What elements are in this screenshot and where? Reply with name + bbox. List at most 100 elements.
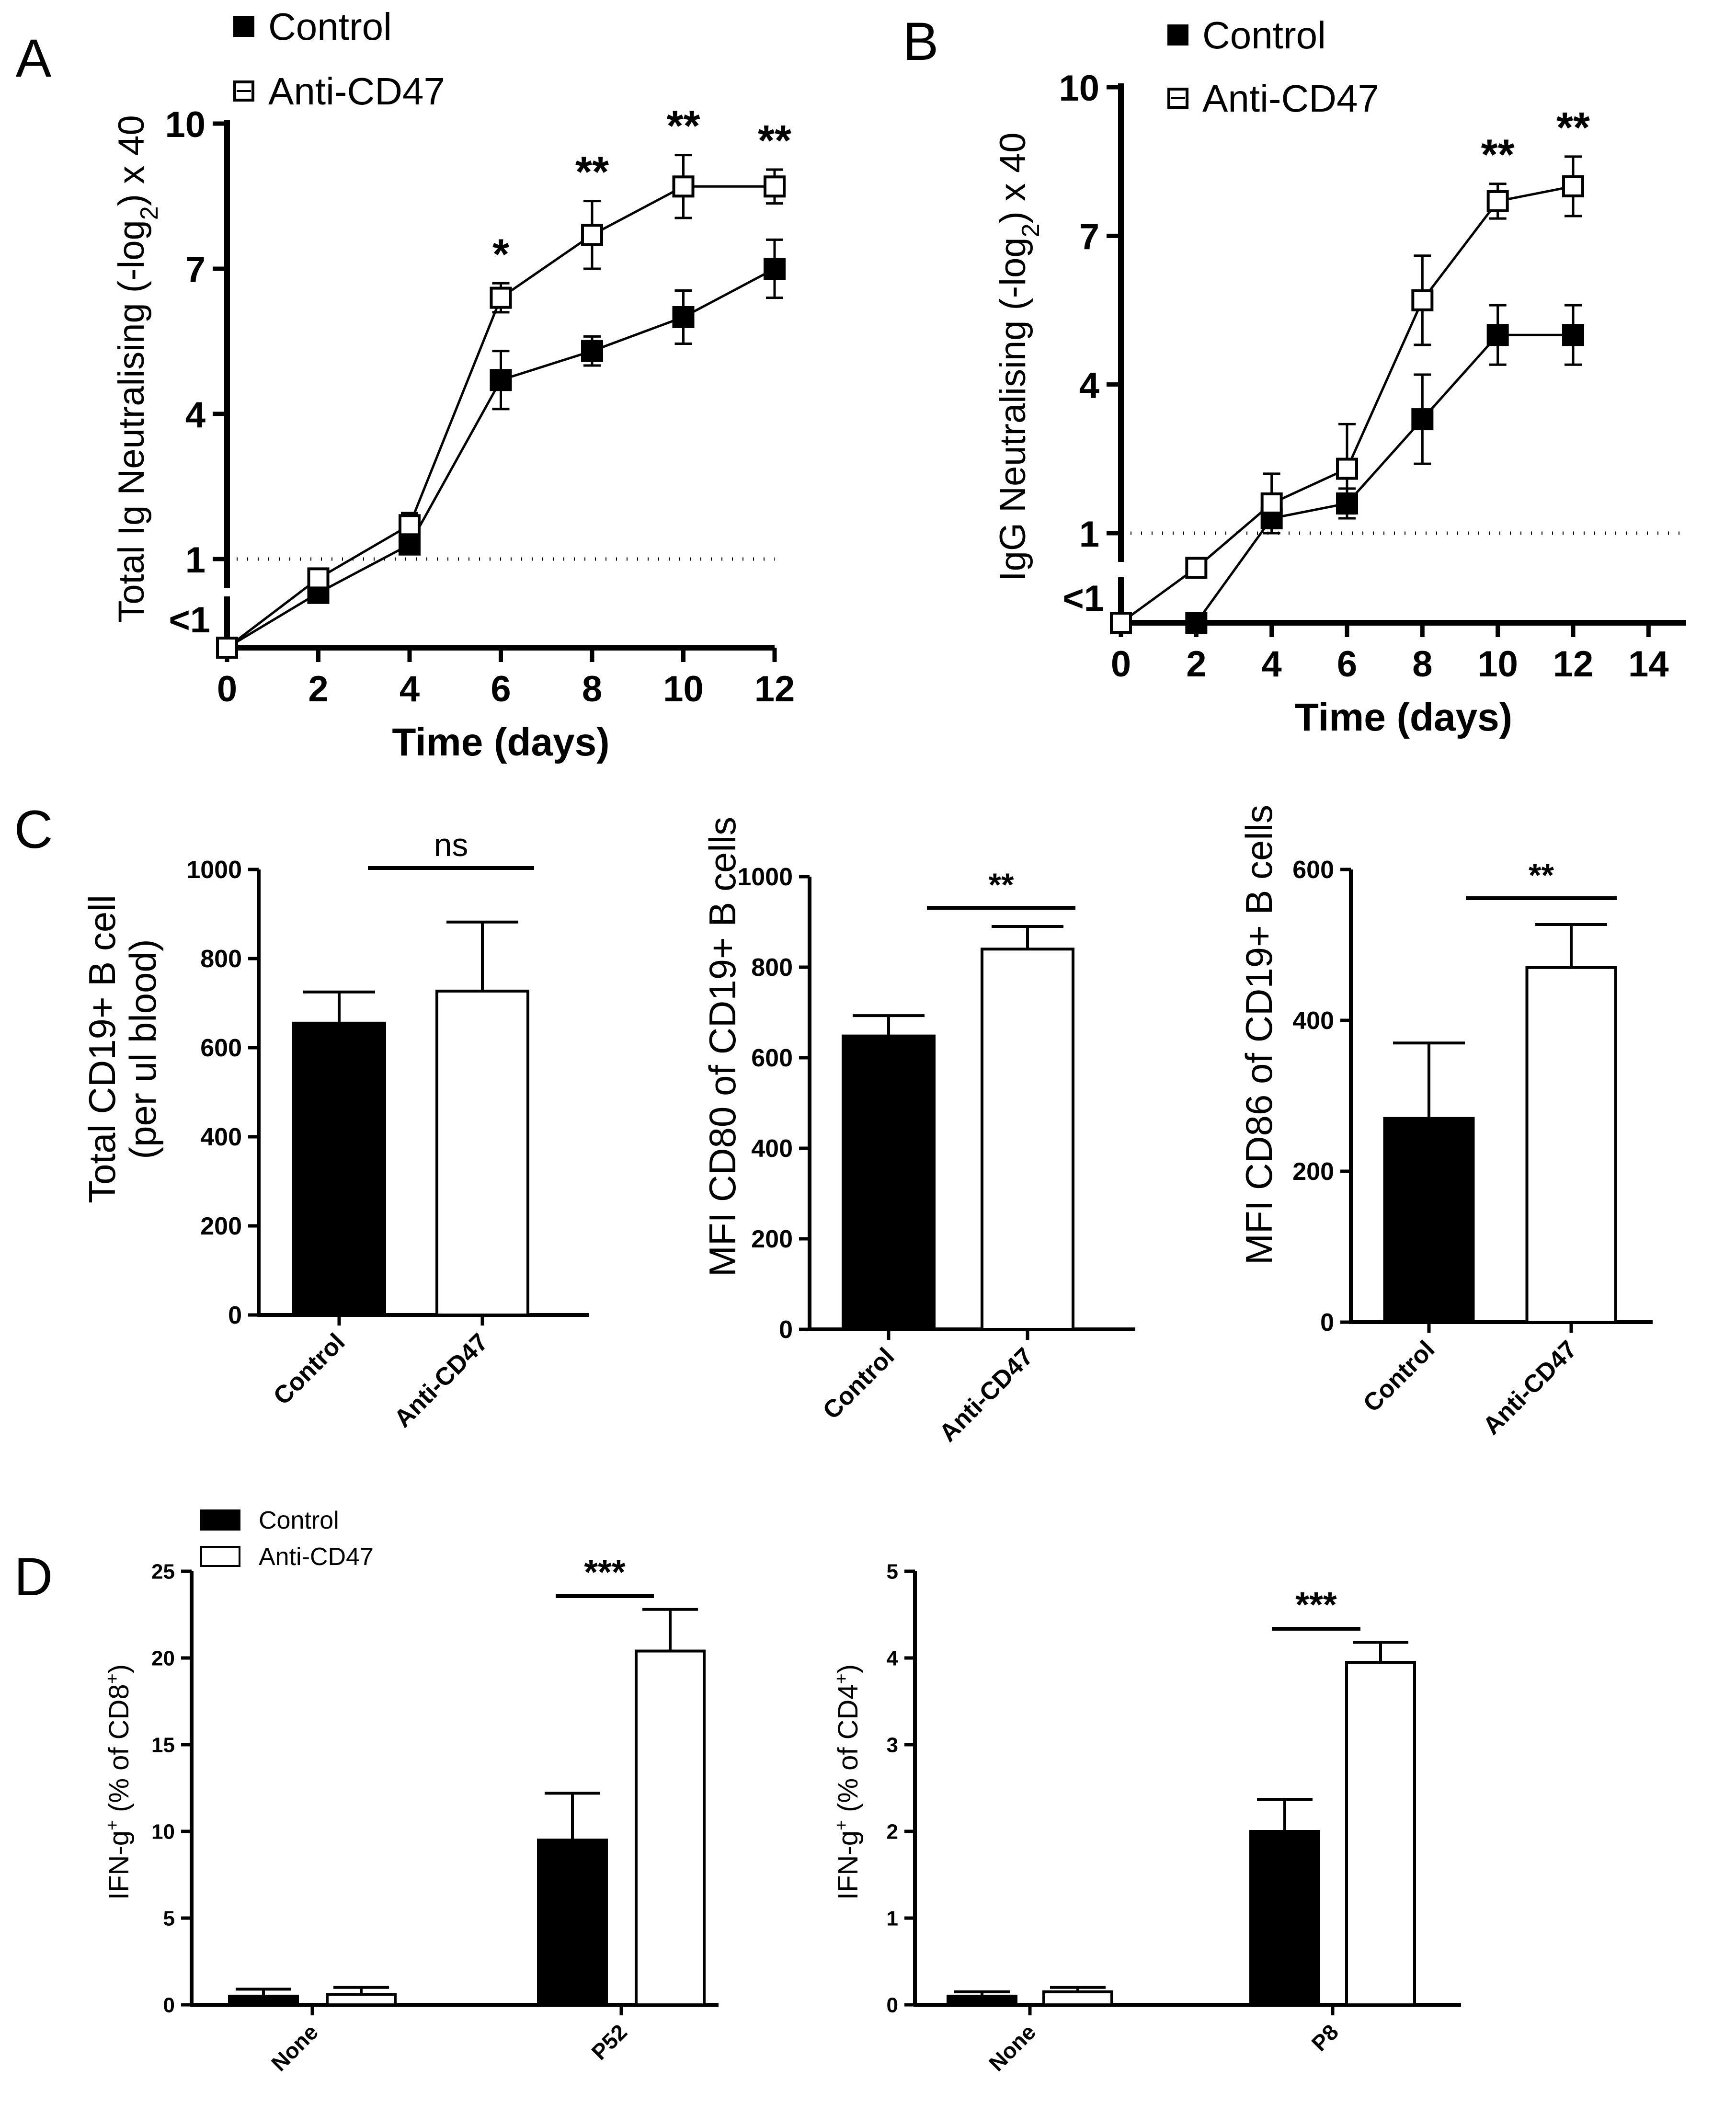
- significance-label: **: [1556, 104, 1590, 152]
- y-axis-title: MFI CD80 of CD19+ B cells: [701, 817, 743, 1277]
- panel-label-b: B: [903, 11, 939, 71]
- data-point-anti-cd47: [581, 224, 603, 246]
- significance-label: **: [1529, 857, 1554, 893]
- significance-label: **: [989, 867, 1014, 903]
- data-point-anti-cd47: [1260, 492, 1283, 514]
- x-tick-label: Control: [818, 1342, 900, 1425]
- significance-label: ns: [434, 827, 468, 863]
- y-tick-label: 200: [1292, 1158, 1334, 1186]
- y-axis-title-sub: 2: [136, 206, 163, 220]
- bar-anti-cd47: [1525, 966, 1617, 1324]
- y-tick-label: 0: [887, 1993, 898, 2017]
- x-tick-label: 2: [308, 669, 328, 709]
- x-tick-label: P8: [1307, 2019, 1344, 2056]
- y-tick-label: 4: [1079, 366, 1099, 406]
- significance-label: ***: [1295, 1585, 1337, 1624]
- x-tick-label: 12: [754, 669, 795, 709]
- data-point-anti-cd47: [399, 514, 421, 537]
- data-point-anti-cd47: [216, 637, 238, 659]
- y-axis-title-mid: (% of CD8: [103, 1684, 135, 1820]
- significance-label: **: [758, 117, 791, 165]
- y-axis-title: IFN-g+ (% of CD8+): [102, 1664, 135, 1900]
- x-tick-label: Anti-CD47: [1478, 1335, 1583, 1440]
- y-tick-label: 5: [163, 1907, 175, 1930]
- y-tick-label: 7: [1079, 217, 1099, 257]
- x-tick-label: 0: [217, 669, 237, 709]
- data-point-anti-cd47: [1110, 612, 1132, 634]
- y-tick-label: 10: [1059, 68, 1099, 109]
- y-axis-title-main: IFN-g: [833, 1830, 864, 1900]
- y-tick-label: 15: [151, 1733, 175, 1757]
- y-axis-title-end: ): [833, 1664, 864, 1673]
- y-tick-label-below-limit: <1: [1062, 578, 1104, 619]
- chart-c1: 0 200 400 600 800 1000 Control Anti-CD47 ns Total…: [81, 827, 589, 1433]
- data-point-control: [672, 306, 695, 328]
- y-tick-label: 3: [887, 1733, 898, 1757]
- bar-control: [537, 1839, 608, 2007]
- x-tick-label: 6: [491, 669, 511, 709]
- y-tick-label: 1: [887, 1907, 898, 1930]
- y-axis-title: Total Ig Neutralising (-log2) x 40: [111, 115, 163, 623]
- data-point-anti-cd47: [1185, 557, 1208, 579]
- y-axis-title-main: IFN-g: [103, 1830, 135, 1900]
- y-tick-label: 200: [200, 1212, 242, 1240]
- legend-label-control: Control: [1202, 14, 1326, 57]
- bar-control: [292, 1021, 386, 1317]
- legend-label-anti-cd47: Anti-CD47: [1202, 77, 1379, 120]
- bar-anti-cd47: [326, 1993, 397, 2006]
- y-axis-title-line2: (per ul blood): [122, 939, 164, 1159]
- bar-anti-cd47: [635, 1649, 706, 2006]
- y-axis-title: Total CD19+ B cell: [81, 895, 123, 1203]
- data-point-control: [581, 340, 603, 362]
- data-point-anti-cd47: [307, 567, 330, 590]
- x-axis-title: Time (days): [1295, 696, 1512, 739]
- x-tick-label: None: [266, 2019, 323, 2076]
- y-tick-label: 400: [1292, 1007, 1334, 1035]
- y-tick-label: 0: [779, 1316, 793, 1344]
- y-tick-label: 400: [200, 1123, 242, 1151]
- bar-control: [228, 1994, 299, 2006]
- y-tick-label: 600: [751, 1044, 793, 1072]
- y-tick-label: 25: [151, 1560, 175, 1583]
- y-tick-label: 600: [1292, 856, 1334, 884]
- x-tick-label: 0: [1111, 644, 1131, 685]
- y-axis-title-sup: +: [831, 1820, 851, 1830]
- x-tick-label: Control: [268, 1328, 351, 1410]
- bar-anti-cd47: [1345, 1661, 1416, 2007]
- x-tick-label: 14: [1628, 644, 1669, 685]
- panel-label-a: A: [16, 28, 52, 88]
- y-tick-label: 7: [185, 250, 206, 290]
- data-point-control: [490, 369, 512, 391]
- y-tick-label: 0: [163, 1993, 175, 2017]
- y-axis-title-end: ): [103, 1664, 135, 1673]
- bar-anti-cd47: [1042, 1990, 1113, 2007]
- y-tick-label: 1: [185, 540, 206, 581]
- y-tick-label: 800: [751, 954, 793, 982]
- y-tick-label: 5: [887, 1560, 898, 1583]
- bar-anti-cd47: [435, 989, 529, 1316]
- x-tick-label: 12: [1553, 644, 1594, 685]
- y-tick-label: 0: [1320, 1309, 1334, 1337]
- y-tick-label: 200: [751, 1225, 793, 1253]
- y-tick-label: 1000: [737, 863, 793, 891]
- y-axis-title-sup: +: [831, 1673, 851, 1684]
- data-point-control: [1185, 612, 1208, 634]
- significance-label: **: [575, 149, 609, 196]
- significance-label: **: [666, 103, 700, 150]
- data-point-anti-cd47: [672, 175, 695, 198]
- significance-label: **: [1481, 131, 1515, 179]
- x-tick-label: None: [984, 2019, 1040, 2076]
- y-tick-label: 800: [200, 945, 242, 973]
- legend-marker-control: [233, 16, 254, 37]
- y-axis-title-sup: +: [102, 1820, 122, 1830]
- legend-marker-anti-cd47: [200, 1546, 240, 1567]
- data-point-anti-cd47: [1486, 190, 1509, 212]
- bar-anti-cd47: [981, 948, 1074, 1331]
- x-tick-label: 10: [663, 669, 704, 709]
- legend-marker-control: [200, 1509, 240, 1531]
- y-tick-label: 4: [887, 1646, 899, 1670]
- y-axis-title-end: ) x 40: [111, 115, 152, 206]
- data-point-control: [764, 258, 786, 280]
- x-tick-label: Control: [1358, 1335, 1440, 1417]
